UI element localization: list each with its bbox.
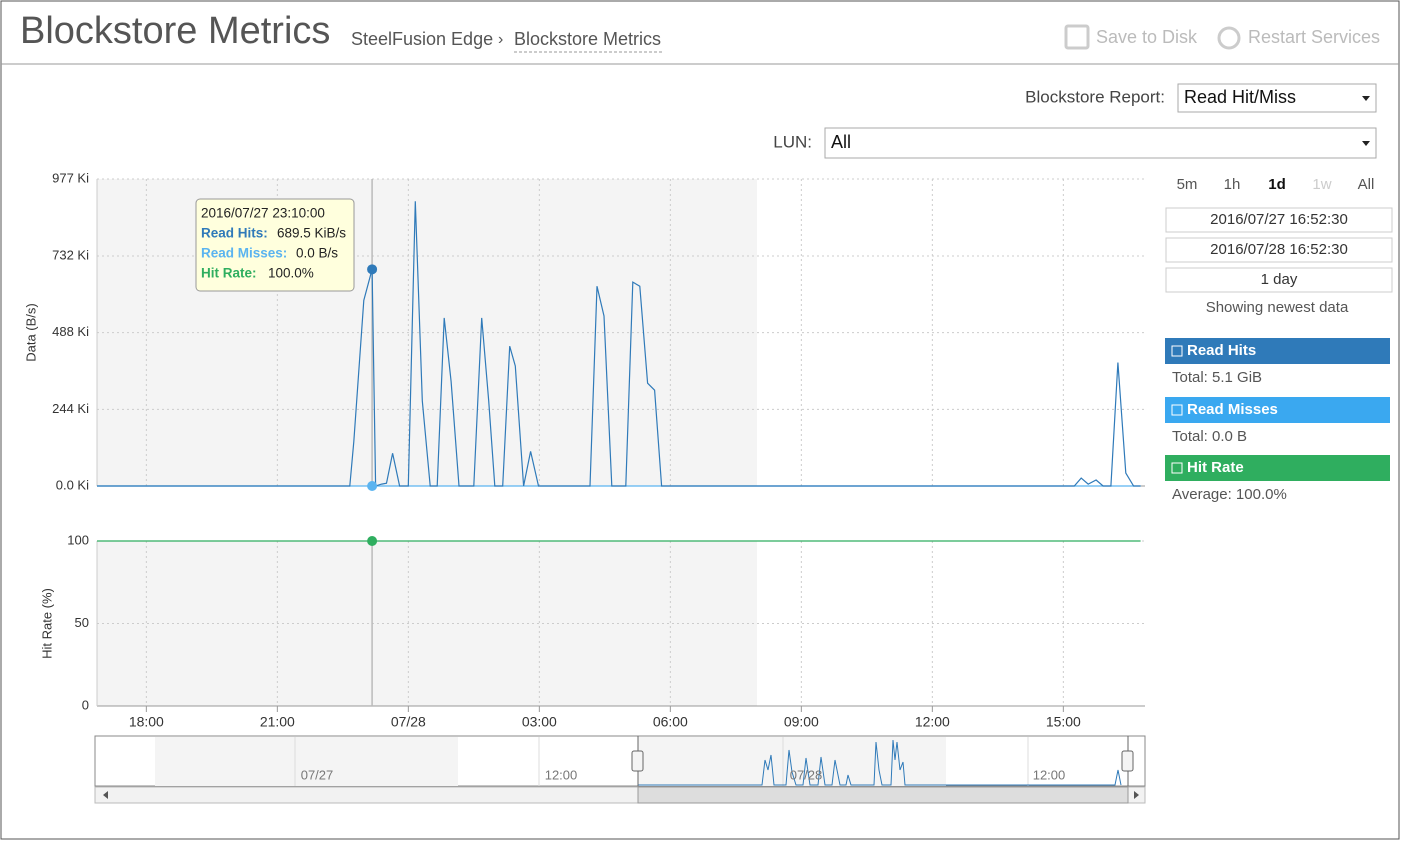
checkbox [1171,462,1183,474]
x-tick-label: 07/28 [391,714,426,730]
save-icon [1064,24,1090,50]
duration: 1 day [1261,271,1298,288]
legend-box[interactable] [1165,397,1390,423]
checkbox [1171,345,1183,357]
tooltip-value: 100.0% [268,266,314,281]
hover-marker [367,536,378,546]
x-tick-label: 06:00 [653,714,688,730]
tooltip-value: 0.0 B/s [296,246,338,261]
x-tick-label: 03:00 [522,714,557,730]
report-select[interactable] [1177,83,1377,113]
end-date: 2016/07/28 16:52:30 [1210,241,1348,258]
hover-marker [367,264,378,275]
y-tick-label: 0.0 Ki [56,477,89,492]
checkbox [1171,404,1183,416]
tooltip-key: Hit Rate: [201,266,257,281]
navigator-line [638,739,1122,786]
page-title: Blockstore Metrics [20,10,330,52]
scroll-left[interactable] [103,791,108,799]
date-input[interactable] [1165,237,1393,263]
restart-button[interactable]: Restart Services [1248,27,1380,47]
range-button[interactable]: 5m [1177,176,1198,193]
y-tick-label: 732 Ki [52,247,89,262]
legend-stat: Average: 100.0% [1172,486,1287,503]
series-line [97,201,1141,487]
y-tick-label: 488 Ki [52,324,89,339]
lun-label: LUN: [773,132,812,151]
dropdown-arrow [1362,96,1370,101]
status: Showing newest data [1206,299,1349,316]
start-date: 2016/07/27 16:52:30 [1210,211,1348,228]
legend-label: Read Hits [1187,342,1256,359]
legend-stat: Total: 5.1 GiB [1172,369,1262,386]
breadcrumb-sep: › [498,31,503,48]
x-tick-label: 18:00 [129,714,164,730]
navigator-handle[interactable] [1121,750,1134,772]
range-button[interactable]: 1h [1224,176,1241,193]
legend-box[interactable] [1165,338,1390,364]
tooltip-time: 2016/07/27 23:10:00 [201,206,325,221]
tooltip-key: Read Hits: [201,226,268,241]
x-tick-label: 15:00 [1046,714,1081,730]
hover-marker [367,481,378,491]
breadcrumb: Blockstore Metrics [514,29,661,49]
report-label: Blockstore Report: [1025,87,1165,106]
save-button[interactable]: Save to Disk [1096,27,1198,47]
y-tick-label: 0 [82,697,89,712]
navigator: 07/27 12:00 07/28 12:00 [94,735,1146,804]
navigator-band [155,737,458,786]
legend-stat: Total: 0.0 B [1172,428,1247,445]
dropdown-arrow [1362,141,1370,146]
scroll-right[interactable] [1134,791,1139,799]
x-tick-label: 12:00 [915,714,950,730]
breadcrumb[interactable]: SteelFusion Edge [351,29,493,49]
y-tick-label: 977 Ki [52,170,89,185]
y-tick-label: 244 Ki [52,401,89,416]
tooltip-key: Read Misses: [201,246,287,261]
restart-icon [1217,26,1241,50]
range-button[interactable]: 1d [1268,176,1286,193]
navigator-handle[interactable] [631,750,644,772]
scrollbar-thumb[interactable] [637,786,1129,804]
charts: 0.0 Ki 244 Ki 488 Ki 732 Ki 977 Ki Data (B/s)… [23,170,1145,730]
date-input[interactable] [1165,207,1393,233]
navigator-label: 07/27 [301,767,334,782]
legend-label: Hit Rate [1187,459,1244,476]
navigator-label: 12:00 [1033,767,1066,782]
navigator-band [638,737,946,786]
legend-label: Read Misses [1187,401,1278,418]
y-tick-label: 50 [75,615,89,630]
report-value: Read Hit/Miss [1184,87,1296,107]
tooltip: 2016/07/27 23:10:00 Read Hits: 689.5 KiB… [195,198,355,292]
navigator-label: 12:00 [545,767,578,782]
tooltip-value: 689.5 KiB/s [277,226,346,241]
duration-input[interactable] [1165,267,1393,293]
lun-select[interactable] [824,127,1377,159]
y-axis-label: Data (B/s) [23,303,38,362]
x-tick-label: 21:00 [260,714,295,730]
x-tick-label: 09:00 [784,714,819,730]
y-axis-label: Hit Rate (%) [39,588,54,659]
range-button: 1w [1312,176,1331,193]
legend-box[interactable] [1165,455,1390,481]
range-button[interactable]: All [1358,176,1375,193]
lun-value: All [831,132,851,152]
y-tick-label: 100 [67,532,89,547]
navigator-label: 07/28 [790,767,823,782]
tooltip-box [195,198,355,292]
